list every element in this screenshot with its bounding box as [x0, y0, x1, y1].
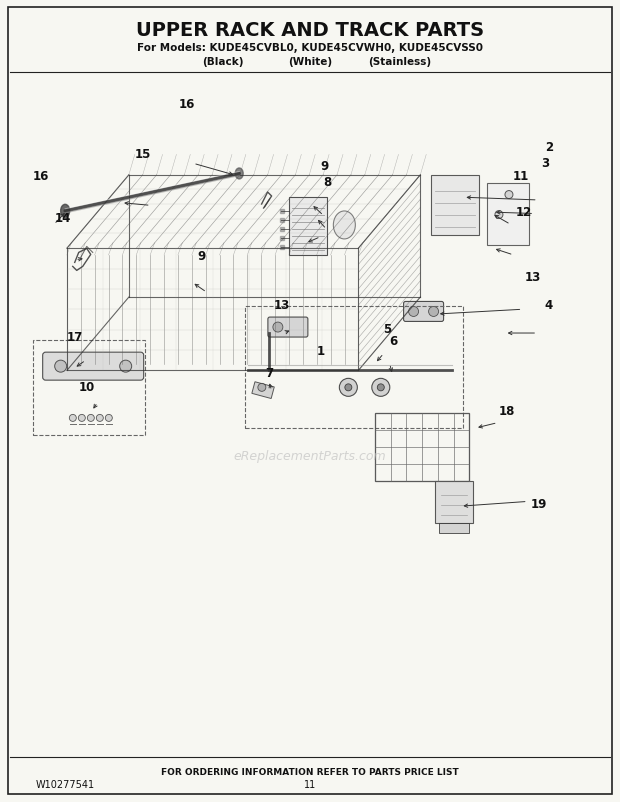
Circle shape [258, 384, 266, 392]
Circle shape [96, 415, 104, 422]
FancyBboxPatch shape [43, 353, 144, 381]
Text: 8: 8 [323, 176, 332, 188]
Bar [280, 209, 285, 213]
Ellipse shape [61, 205, 69, 218]
FancyBboxPatch shape [404, 302, 443, 322]
Text: 9: 9 [320, 160, 329, 172]
Bar [280, 245, 285, 249]
Bar [280, 219, 285, 223]
FancyBboxPatch shape [268, 318, 308, 338]
Text: eReplacementParts.com: eReplacementParts.com [234, 449, 386, 462]
Circle shape [105, 415, 112, 422]
Circle shape [505, 192, 513, 200]
Circle shape [372, 379, 390, 397]
Bar [375, 414, 469, 481]
Text: For Models: KUDE45CVBL0, KUDE45CVWH0, KUDE45CVSS0: For Models: KUDE45CVBL0, KUDE45CVWH0, KU… [137, 43, 483, 53]
Bar [252, 383, 274, 399]
Bar [33, 340, 145, 435]
Bar [280, 228, 285, 232]
Text: 15: 15 [135, 148, 151, 160]
Circle shape [339, 379, 357, 397]
Circle shape [55, 361, 67, 373]
Ellipse shape [334, 212, 355, 240]
Text: 9: 9 [197, 250, 206, 263]
Text: 7: 7 [265, 367, 274, 379]
Circle shape [495, 211, 503, 219]
Bar [245, 306, 463, 428]
Text: 4: 4 [544, 298, 553, 311]
Circle shape [409, 307, 419, 317]
Text: UPPER RACK AND TRACK PARTS: UPPER RACK AND TRACK PARTS [136, 21, 484, 39]
Text: W10277541: W10277541 [35, 779, 95, 789]
Text: 19: 19 [531, 497, 547, 510]
Bar [431, 176, 479, 235]
Circle shape [428, 307, 438, 317]
Text: 17: 17 [66, 330, 82, 343]
Text: 13: 13 [274, 298, 290, 311]
Text: 14: 14 [55, 212, 71, 225]
Bar [280, 237, 285, 241]
Text: 12: 12 [516, 206, 532, 219]
Text: 16: 16 [179, 98, 195, 111]
Text: 3: 3 [541, 157, 550, 170]
Bar [290, 197, 327, 256]
Text: 18: 18 [499, 404, 515, 417]
Bar [439, 524, 469, 533]
Circle shape [78, 415, 86, 422]
Circle shape [345, 384, 352, 391]
Text: 6: 6 [389, 334, 398, 347]
Text: 11: 11 [513, 170, 529, 183]
Text: (Black): (Black) [203, 57, 244, 67]
Text: 5: 5 [383, 322, 392, 335]
Text: (White): (White) [288, 57, 332, 67]
Text: 13: 13 [525, 270, 541, 283]
Circle shape [69, 415, 76, 422]
Text: 16: 16 [33, 170, 49, 183]
Text: (Stainless): (Stainless) [368, 57, 432, 67]
Text: 2: 2 [545, 141, 554, 154]
Text: 10: 10 [79, 380, 95, 393]
Text: 11: 11 [304, 779, 316, 789]
Bar [435, 481, 473, 524]
Text: 1: 1 [317, 345, 326, 358]
Circle shape [120, 361, 131, 373]
Ellipse shape [235, 168, 243, 180]
Circle shape [273, 322, 283, 333]
Circle shape [87, 415, 94, 422]
Bar [487, 184, 529, 245]
Text: FOR ORDERING INFORMATION REFER TO PARTS PRICE LIST: FOR ORDERING INFORMATION REFER TO PARTS … [161, 768, 459, 776]
Circle shape [378, 384, 384, 391]
